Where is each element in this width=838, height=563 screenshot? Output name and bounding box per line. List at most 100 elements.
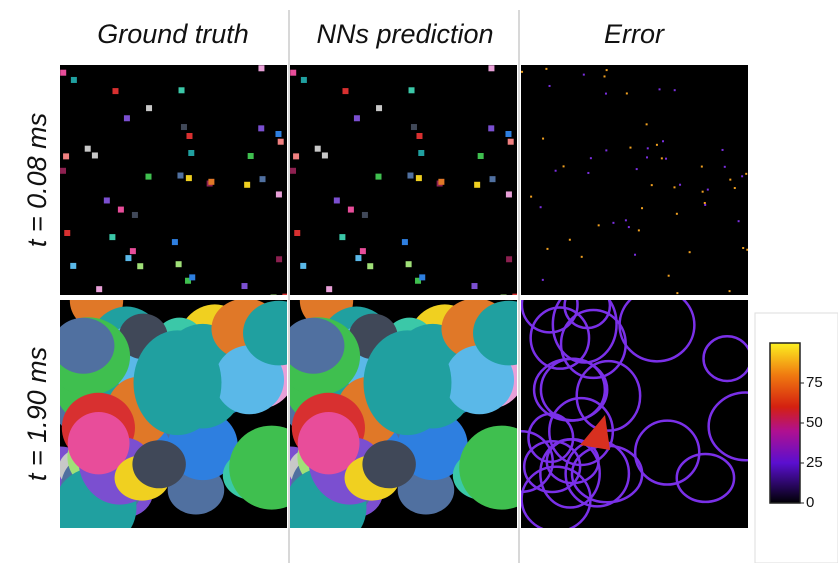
particle bbox=[362, 212, 368, 218]
error-dot bbox=[563, 165, 565, 167]
error-dot bbox=[605, 93, 607, 95]
particle bbox=[300, 263, 306, 269]
particle bbox=[71, 77, 77, 83]
grain bbox=[132, 440, 185, 488]
particle bbox=[505, 131, 511, 137]
error-dot bbox=[555, 170, 557, 172]
error-dot bbox=[638, 229, 640, 231]
error-dot bbox=[745, 173, 747, 175]
particle bbox=[355, 255, 361, 261]
error-dot bbox=[581, 256, 583, 258]
particle bbox=[244, 182, 250, 188]
error-dot bbox=[702, 191, 704, 193]
error-dot bbox=[605, 149, 607, 151]
image-panel bbox=[290, 65, 523, 301]
error-dot bbox=[545, 68, 547, 70]
particle bbox=[334, 197, 340, 203]
particle bbox=[478, 153, 484, 159]
error-dot bbox=[628, 226, 630, 228]
particle bbox=[176, 261, 182, 267]
error-dot bbox=[741, 175, 743, 177]
column-title: Ground truth bbox=[97, 19, 249, 49]
error-dot bbox=[707, 189, 709, 191]
error-dot bbox=[738, 220, 740, 222]
image-panel bbox=[60, 65, 293, 301]
image-panel bbox=[521, 65, 748, 295]
particle bbox=[367, 263, 373, 269]
error-dot bbox=[646, 123, 648, 125]
error-dot bbox=[583, 74, 585, 76]
particle bbox=[416, 175, 422, 181]
error-dot bbox=[530, 196, 532, 198]
particle bbox=[137, 263, 143, 269]
particle bbox=[278, 139, 284, 145]
particle bbox=[488, 125, 494, 131]
particle bbox=[96, 286, 102, 292]
error-dot bbox=[598, 224, 600, 226]
particle bbox=[146, 105, 152, 111]
particle bbox=[125, 255, 131, 261]
particle bbox=[418, 150, 424, 156]
error-dot bbox=[704, 204, 706, 206]
particle bbox=[512, 294, 518, 300]
particle bbox=[438, 179, 444, 185]
particle bbox=[188, 150, 194, 156]
error-dot bbox=[646, 156, 648, 158]
particle bbox=[179, 87, 185, 93]
grain bbox=[52, 318, 114, 374]
particle bbox=[276, 191, 282, 197]
particle bbox=[172, 239, 178, 245]
grain bbox=[364, 330, 452, 435]
particle bbox=[258, 125, 264, 131]
particle bbox=[130, 248, 136, 254]
particle bbox=[506, 256, 512, 262]
row-label: t = 0.08 ms bbox=[22, 113, 52, 247]
error-dot bbox=[662, 140, 664, 142]
particle bbox=[490, 176, 496, 182]
particle bbox=[354, 115, 360, 121]
error-dot bbox=[542, 138, 544, 140]
particle bbox=[508, 139, 514, 145]
error-dot bbox=[676, 292, 678, 294]
particle bbox=[177, 173, 183, 179]
particle bbox=[339, 234, 345, 240]
error-dot bbox=[587, 172, 589, 174]
error-dot bbox=[569, 239, 571, 241]
image-panel bbox=[247, 272, 545, 549]
image-panel bbox=[17, 272, 315, 549]
error-dot bbox=[606, 69, 608, 71]
particle bbox=[63, 153, 69, 159]
error-dot bbox=[746, 249, 748, 251]
particle bbox=[471, 283, 477, 289]
particle bbox=[60, 70, 66, 76]
particle bbox=[146, 174, 152, 180]
error-dot bbox=[679, 184, 681, 186]
particle bbox=[293, 153, 299, 159]
column-title: NNs prediction bbox=[316, 19, 493, 49]
particle bbox=[186, 133, 192, 139]
error-dot bbox=[542, 279, 544, 281]
error-dot bbox=[689, 251, 691, 253]
error-dot bbox=[668, 275, 670, 277]
error-dot bbox=[673, 186, 675, 188]
error-dot bbox=[636, 168, 638, 170]
particle bbox=[258, 65, 264, 71]
error-dot bbox=[626, 92, 628, 94]
error-dot bbox=[651, 184, 653, 186]
error-dot bbox=[661, 157, 663, 159]
error-dot bbox=[540, 206, 542, 208]
particle bbox=[248, 153, 254, 159]
error-dot bbox=[729, 290, 731, 292]
error-dot bbox=[656, 144, 658, 146]
particle bbox=[501, 295, 507, 301]
error-dot bbox=[625, 219, 627, 221]
particle bbox=[241, 283, 247, 289]
figure: Ground truth NNs prediction Error t = 0.… bbox=[0, 0, 838, 563]
particle bbox=[407, 173, 413, 179]
panel-bg bbox=[521, 65, 748, 295]
particle bbox=[104, 197, 110, 203]
particle bbox=[376, 105, 382, 111]
error-dot bbox=[641, 207, 643, 209]
error-dot bbox=[549, 85, 551, 87]
grain bbox=[282, 318, 344, 374]
